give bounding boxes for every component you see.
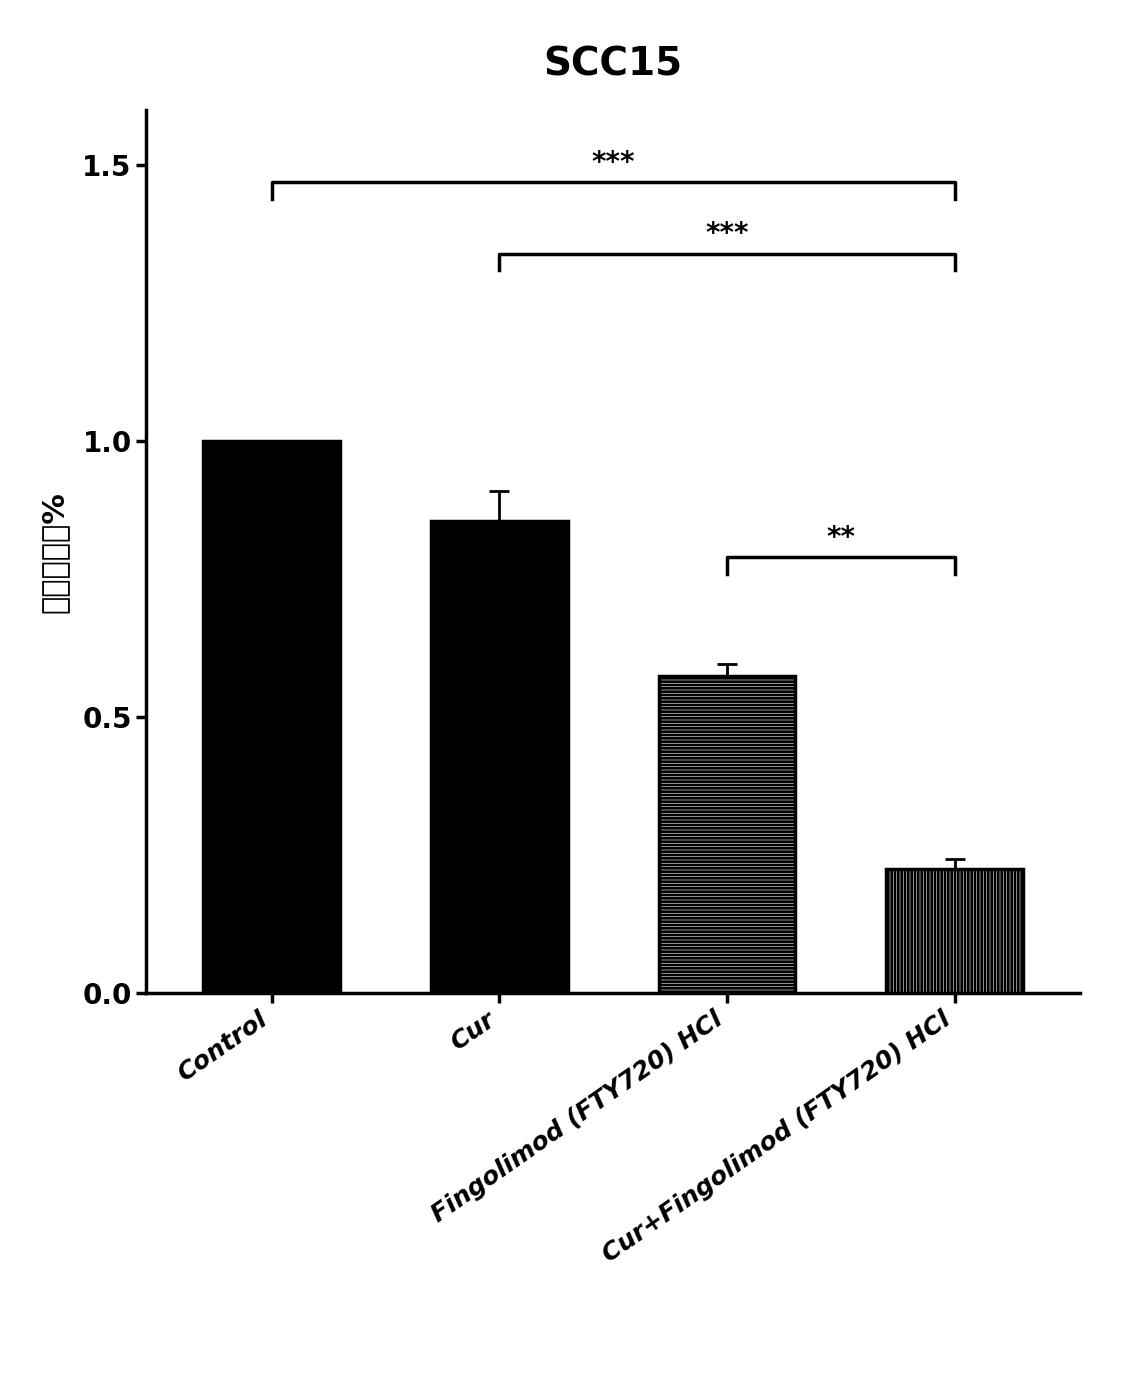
Text: ***: *** — [592, 149, 634, 177]
Bar — [886, 869, 1023, 993]
Text: **: ** — [827, 524, 855, 552]
Y-axis label: 细胞存活率%: 细胞存活率% — [39, 491, 69, 612]
Bar — [658, 676, 795, 993]
Bar — [431, 521, 568, 993]
Text: ***: *** — [705, 221, 749, 248]
Title: SCC15: SCC15 — [543, 46, 683, 84]
Bar — [204, 441, 340, 993]
